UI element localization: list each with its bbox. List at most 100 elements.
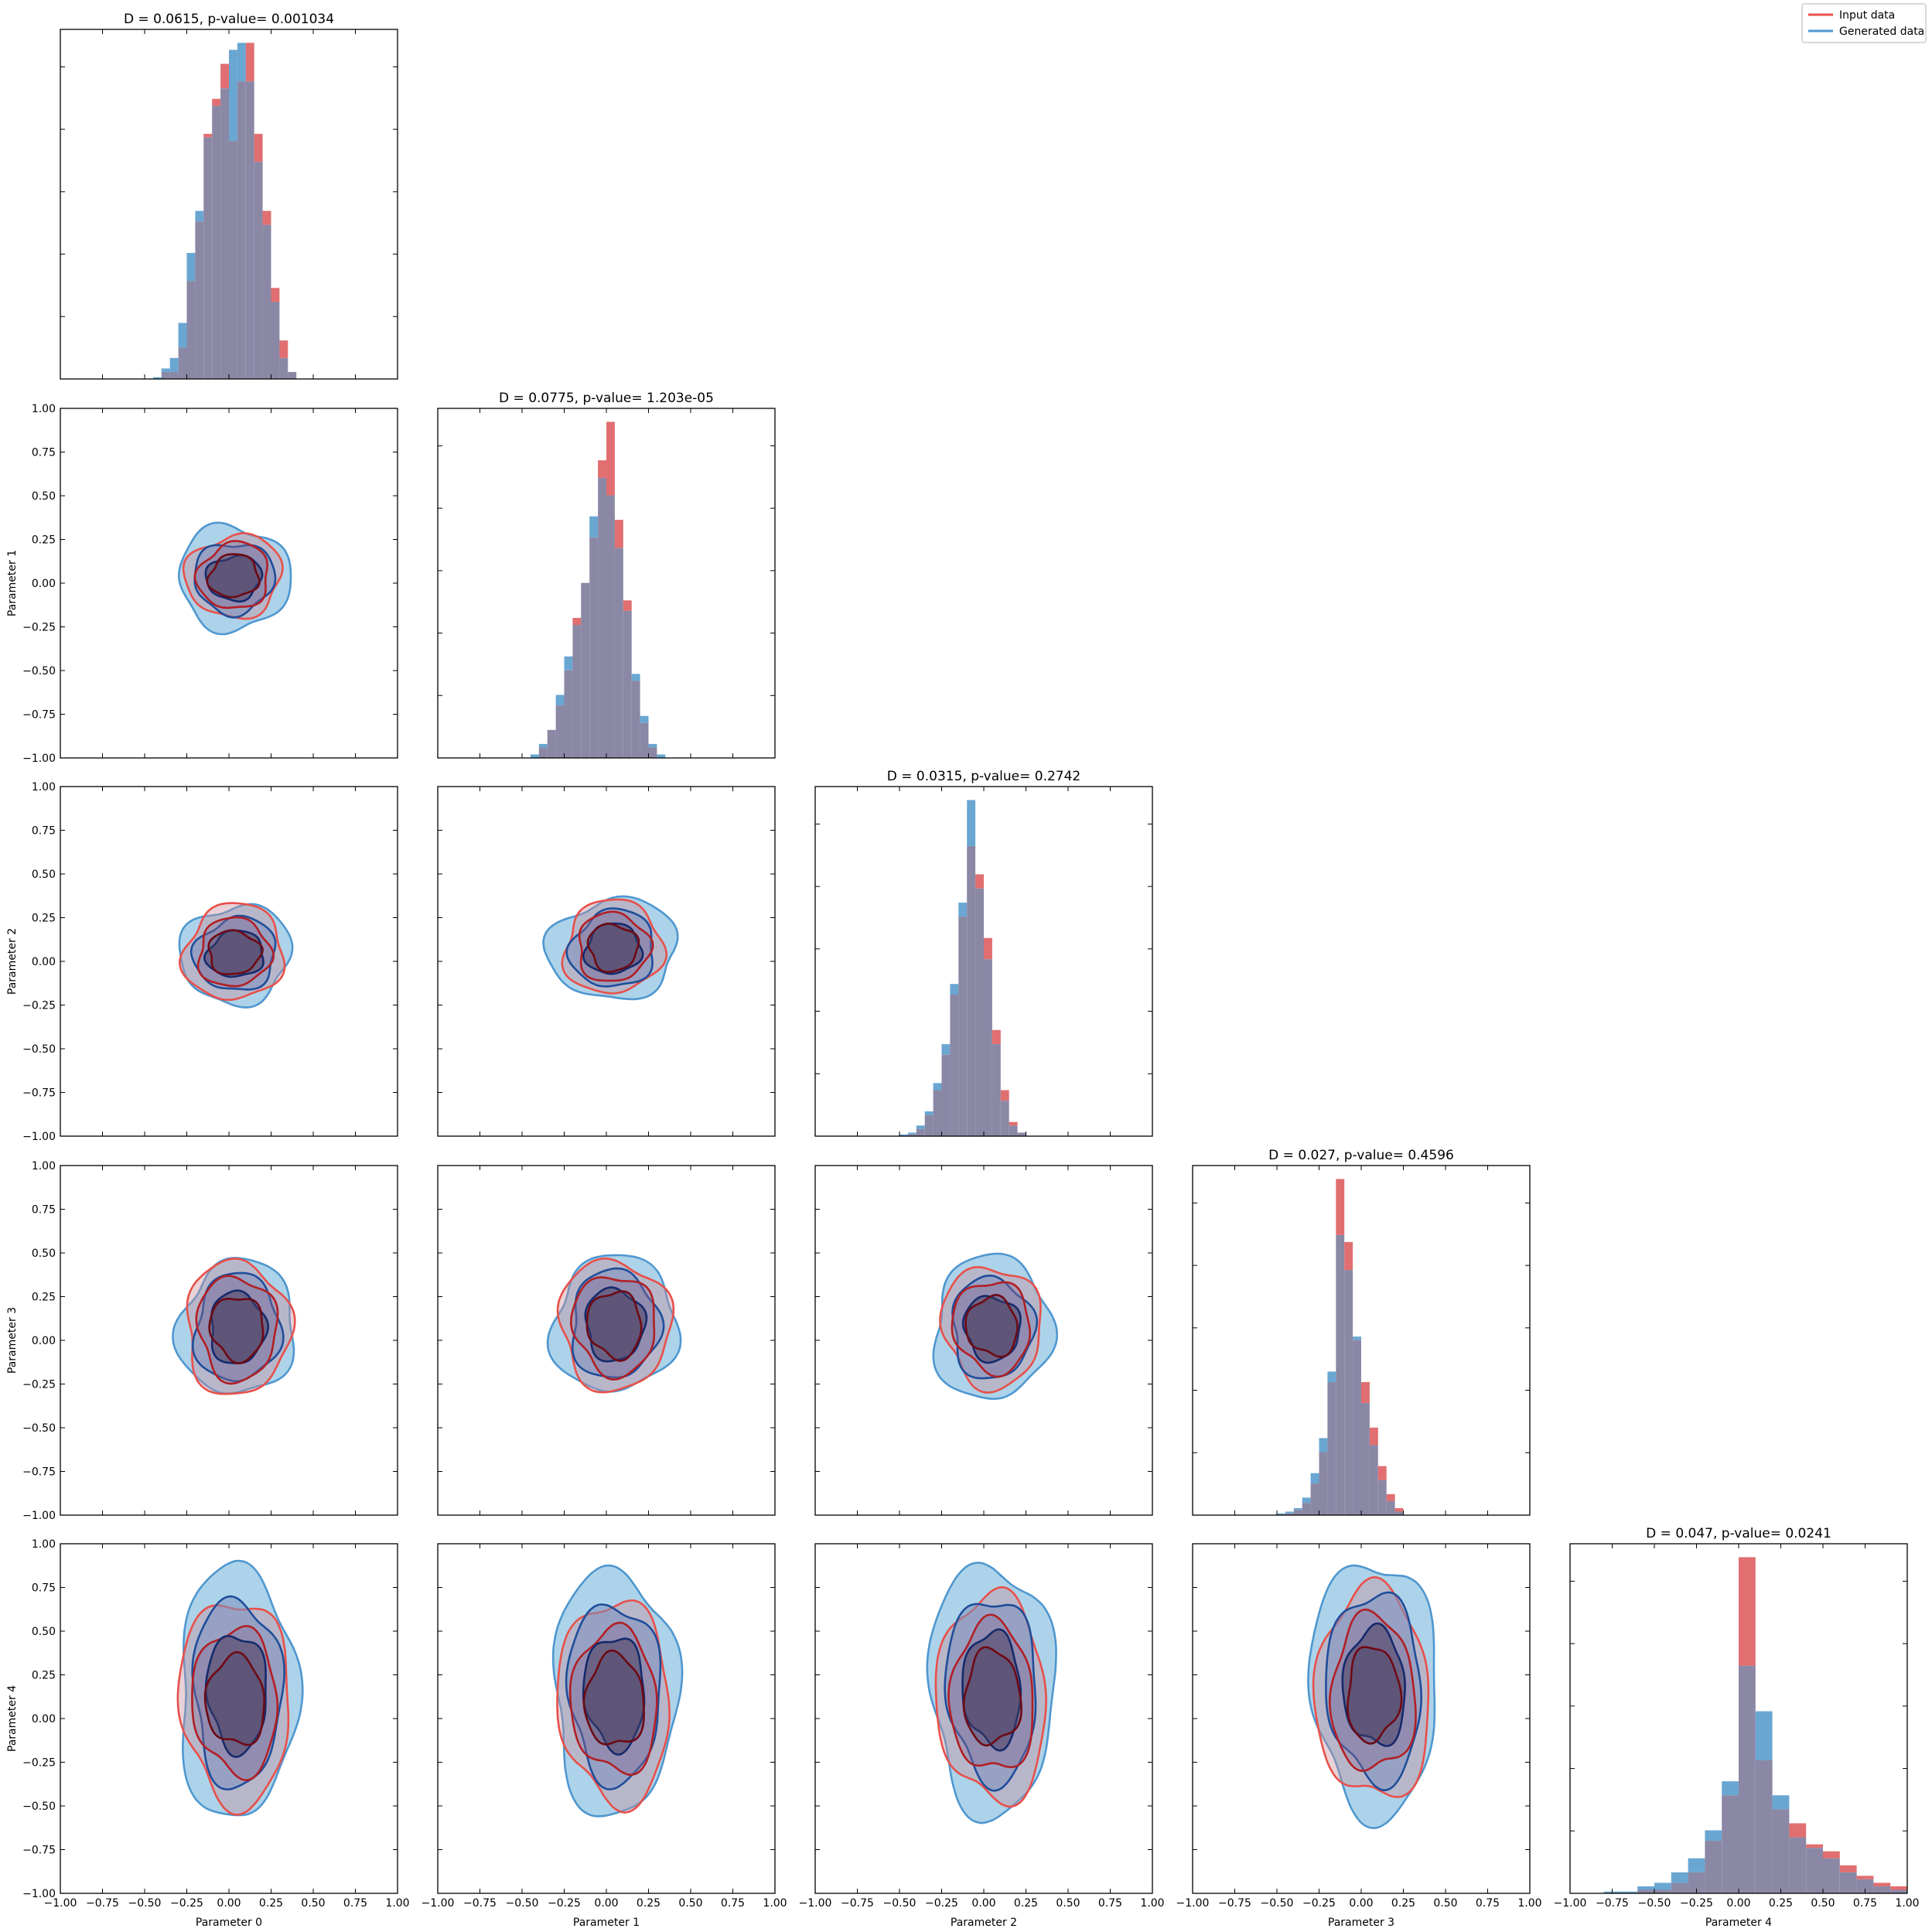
hist-4-bar-excess [1739,1557,1756,1666]
contour-4-0-ytick-label: 1.00 [32,1538,56,1551]
hist-2-bar-excess [907,1132,917,1135]
hist-3-bar-excess [1377,1466,1387,1480]
contour-3-0-ytick-label: 0.00 [32,1335,56,1347]
contour-4-2-xtick-label: −1.00 [799,1897,832,1910]
hist-1-bar-excess [538,743,548,748]
hist-2-bar [950,995,959,1136]
contour-4-3-xtick-label: 1.00 [1517,1897,1541,1910]
hist-0-bar-excess [203,134,213,138]
contour-4-2-xtick-label: −0.75 [841,1897,874,1910]
contour-4-1-xtick-label: −0.50 [506,1897,539,1910]
contour-3-0-ytick-label: 0.50 [32,1248,56,1260]
hist-panel-0: D = 0.0615, p-value= 0.001034 [60,12,398,380]
hist-1-bar [547,729,556,758]
generated-contour-level-2 [582,922,644,975]
contour-panel-4-3: −1.00 −0.75 −0.50 −0.25 0.00 0.25 0.50 0.75 1.00 [1176,1543,1542,1910]
contour-panel-4-2: −1.00 −0.75 −0.50 −0.25 0.00 0.25 0.50 0.75 1.00 [799,1543,1165,1910]
hist-4-xtick-label: −0.75 [1596,1897,1629,1910]
hist-0-bar [288,371,297,379]
hist-3-bar-excess [1285,1511,1294,1514]
hist-4-bar-excess [1688,1858,1705,1872]
contour-panel-2-0: −1.00 −0.75 −0.50 −0.25 0.00 0.25 0.50 0.75 1.00 [22,781,398,1143]
hist-0-bar-excess [212,98,221,106]
hist-2-bar [984,959,992,1136]
hist-4-bar-excess [1789,1823,1807,1838]
hist-3-bar-excess [1353,1336,1361,1340]
contour-3-0-ytick-label: −0.25 [22,1379,56,1391]
contour-4-2-xtick-label: −0.25 [925,1897,958,1910]
contour-4-0-ytick-label: 0.75 [32,1582,56,1595]
y-axis-label-4: Parameter 4 [6,1685,19,1752]
x-axis-label-4: Parameter 4 [1705,1917,1772,1929]
contour-panel-4-1: −1.00 −0.75 −0.50 −0.25 0.00 0.25 0.50 0.75 1.00 [422,1543,787,1910]
hist-4-bar [1705,1841,1722,1893]
hist-0-bar-excess [195,210,204,222]
contour-4-0-xtick-label: −1.00 [44,1897,77,1910]
hist-0-bar-excess [161,368,170,372]
hist-3-bar [1386,1500,1395,1515]
hist-2-bar-excess [933,1083,942,1091]
hist-2-bar-excess [975,874,984,889]
hist-0-bar-excess [271,288,280,302]
hist-3-bar-excess [1386,1493,1395,1501]
hist-2-bar [1017,1132,1026,1136]
contour-4-0-ytick-label: −0.25 [22,1757,56,1770]
input-contour-level-2 [582,1649,645,1746]
hist-2-bar-excess [992,1029,1001,1045]
hist-3-bar-excess [1327,1371,1336,1382]
hist-1-bar-excess [589,516,599,538]
hist-3-bar-excess [1361,1381,1370,1404]
hist-1-title: D = 0.0775, p-value= 1.203e-05 [499,391,714,406]
hist-0-bar-excess [152,377,162,379]
contour-4-1-xtick-label: 1.00 [763,1897,787,1910]
hist-3-bar-excess [1302,1497,1311,1504]
contour-4-0-xtick-label: −0.50 [128,1897,162,1910]
hist-0-bar-excess [186,253,196,282]
hist-0-bar [245,81,254,379]
input-contour-level-2 [585,1290,643,1362]
contour-4-0-ytick-label: 0.25 [32,1670,56,1682]
contour-4-3-xtick-label: −1.00 [1176,1897,1210,1910]
contour-1-0-ytick-label: −0.25 [22,622,56,634]
contour-4-0-xtick-label: 0.00 [217,1897,241,1910]
hist-2-bar [916,1128,925,1136]
hist-4-bar-excess [1873,1883,1891,1886]
contour-panel-3-0: −1.00 −0.75 −0.50 −0.25 0.00 0.25 0.50 0.75 1.00 [22,1160,398,1522]
legend-input-label: Input data [1839,9,1895,22]
hist-4-bar-excess [1620,1891,1638,1893]
input-contour-level-2 [206,553,261,599]
hist-2-bar-excess [916,1125,925,1129]
hist-0-bar [178,347,187,379]
hist-4-bar [1688,1872,1705,1893]
hist-2-bar [1000,1101,1009,1136]
contour-4-1-xtick-label: −0.75 [463,1897,497,1910]
hist-3-bar [1285,1513,1294,1515]
hist-3-bar [1361,1403,1370,1515]
hist-3-bar [1344,1270,1353,1515]
hist-0-bar [229,141,237,379]
hist-3-bar [1319,1452,1328,1515]
contour-2-0-ytick-label: 0.75 [32,825,56,838]
contour-4-0-xtick-label: 0.75 [343,1897,367,1910]
contour-4-3-xtick-label: −0.50 [1261,1897,1294,1910]
hist-1-bar [538,747,548,758]
hist-0-bar-excess [229,49,237,142]
contour-4-2-xtick-label: 0.00 [971,1897,995,1910]
contour-4-0-xtick-label: 0.25 [259,1897,283,1910]
input-contour-level-2 [962,1646,1022,1747]
hist-4-bar-excess [1839,1865,1857,1872]
hist-4-bar [1823,1858,1840,1893]
contour-4-3-xtick-label: 0.75 [1476,1897,1500,1910]
hist-4-bar [1637,1889,1654,1893]
hist-4-bar-excess [1654,1883,1671,1890]
contour-1-0-ytick-label: −1.00 [22,753,56,765]
hist-2-bar [975,888,984,1136]
hist-4-bar [1789,1837,1807,1893]
hist-panel-3: D = 0.027, p-value= 0.4596 [1192,1148,1531,1516]
hist-4-bar [1654,1889,1671,1893]
contour-4-2-xtick-label: 0.25 [1014,1897,1038,1910]
hist-2-bar-excess [941,1044,951,1055]
x-axis-label-1: Parameter 1 [573,1917,640,1929]
hist-3-bar [1327,1381,1336,1515]
